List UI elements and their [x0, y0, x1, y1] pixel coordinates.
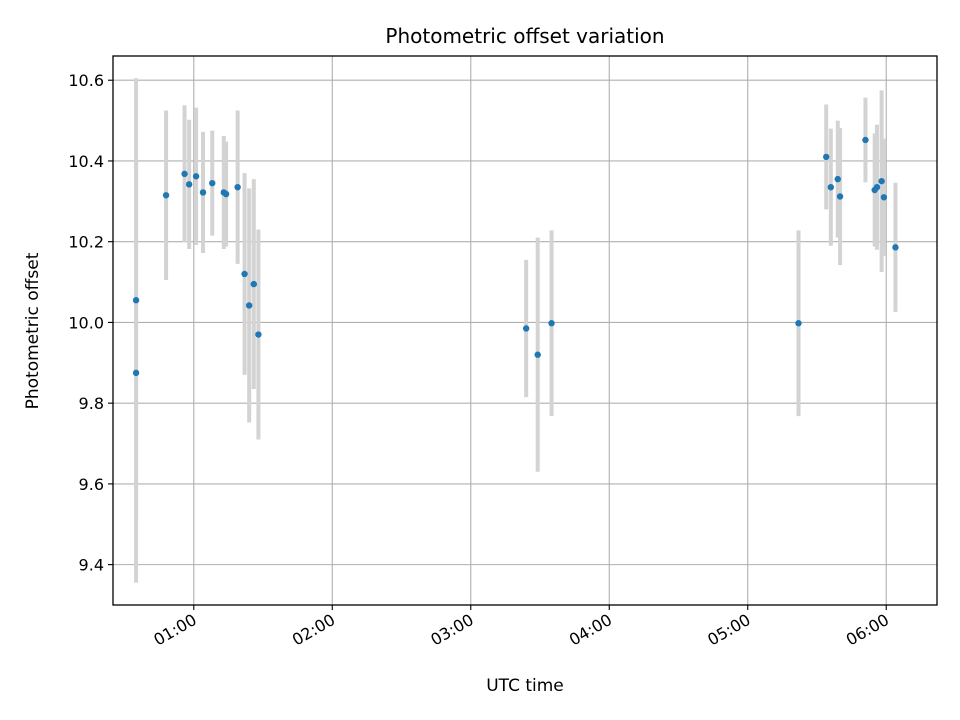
data-point: [255, 331, 262, 338]
data-point: [199, 189, 207, 196]
data-points: [132, 136, 899, 377]
data-point: [181, 170, 188, 178]
axis-ticks: 01:00 02:00 03:00 04:00 05:00 06:009.49.69.81…: [68, 71, 892, 649]
data-point: [209, 179, 216, 187]
data-point: [836, 193, 844, 200]
plot-area-frame: [112, 55, 938, 606]
data-point: [522, 325, 530, 332]
data-point: [880, 194, 888, 201]
data-point: [241, 270, 248, 278]
y-tick-label: 10.4: [68, 152, 104, 171]
y-tick-label: 10.6: [68, 71, 104, 90]
data-point: [862, 136, 869, 144]
data-point: [222, 190, 230, 198]
data-point: [834, 175, 841, 183]
y-tick-label: 9.8: [79, 394, 104, 413]
data-point: [795, 320, 802, 327]
data-point: [534, 351, 541, 358]
chart-title: Photometric offset variation: [385, 24, 664, 48]
data-point: [162, 192, 170, 199]
data-point: [827, 183, 835, 191]
data-point: [132, 297, 140, 304]
y-tick-label: 9.6: [79, 475, 104, 494]
data-point: [548, 320, 555, 327]
x-axis-label: UTC time: [486, 676, 564, 696]
y-tick-label: 10.2: [68, 233, 104, 252]
data-point: [234, 183, 241, 191]
data-point: [892, 244, 899, 251]
y-tick-label: 9.4: [79, 556, 104, 575]
data-point: [873, 183, 881, 191]
y-axis-label: Photometric offset: [23, 252, 43, 409]
y-tick-label: 10.0: [68, 313, 104, 332]
data-point: [132, 369, 140, 377]
data-point: [823, 153, 830, 161]
data-point: [192, 173, 200, 180]
data-point: [250, 280, 257, 288]
data-point: [878, 177, 885, 185]
data-point: [185, 181, 193, 188]
data-point: [245, 302, 253, 309]
